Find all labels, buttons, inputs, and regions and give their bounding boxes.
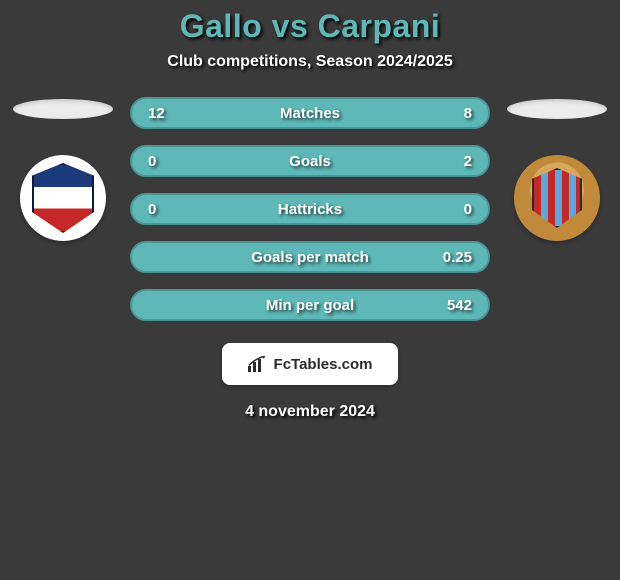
stat-right-value: 0.25 [422, 249, 472, 266]
left-player-column [8, 97, 118, 241]
brand-text: FcTables.com [274, 356, 373, 373]
stat-row-hattricks: 0 Hattricks 0 [130, 193, 490, 225]
stat-row-min-per-goal: Min per goal 542 [130, 289, 490, 321]
bar-chart-icon [248, 356, 268, 372]
stat-row-goals: 0 Goals 2 [130, 145, 490, 177]
stat-left-value: 0 [148, 153, 198, 170]
right-club-badge [514, 155, 600, 241]
right-player-photo-placeholder [507, 99, 607, 119]
stat-left-value: 0 [148, 201, 198, 218]
stat-label: Hattricks [278, 201, 342, 218]
stat-label: Goals per match [251, 249, 369, 266]
stat-right-value: 0 [422, 201, 472, 218]
right-player-column [502, 97, 612, 241]
brand-link[interactable]: FcTables.com [222, 343, 398, 385]
stat-list: 12 Matches 8 0 Goals 2 0 Hattricks 0 Goa… [130, 97, 490, 321]
catania-shield-icon [532, 168, 582, 228]
stat-right-value: 2 [422, 153, 472, 170]
content-row: 12 Matches 8 0 Goals 2 0 Hattricks 0 Goa… [0, 97, 620, 321]
crotone-shield-icon [32, 163, 94, 233]
stat-label: Goals [289, 153, 331, 170]
stat-label: Matches [280, 105, 340, 122]
left-player-photo-placeholder [13, 99, 113, 119]
stat-left-value: 12 [148, 105, 198, 122]
left-club-badge [20, 155, 106, 241]
stat-right-value: 542 [422, 297, 472, 314]
stat-row-matches: 12 Matches 8 [130, 97, 490, 129]
stat-label: Min per goal [266, 297, 354, 314]
comparison-card: Gallo vs Carpani Club competitions, Seas… [0, 0, 620, 421]
stat-row-goals-per-match: Goals per match 0.25 [130, 241, 490, 273]
date-label: 4 november 2024 [0, 403, 620, 421]
stat-right-value: 8 [422, 105, 472, 122]
page-title: Gallo vs Carpani [0, 8, 620, 45]
subtitle: Club competitions, Season 2024/2025 [0, 53, 620, 71]
